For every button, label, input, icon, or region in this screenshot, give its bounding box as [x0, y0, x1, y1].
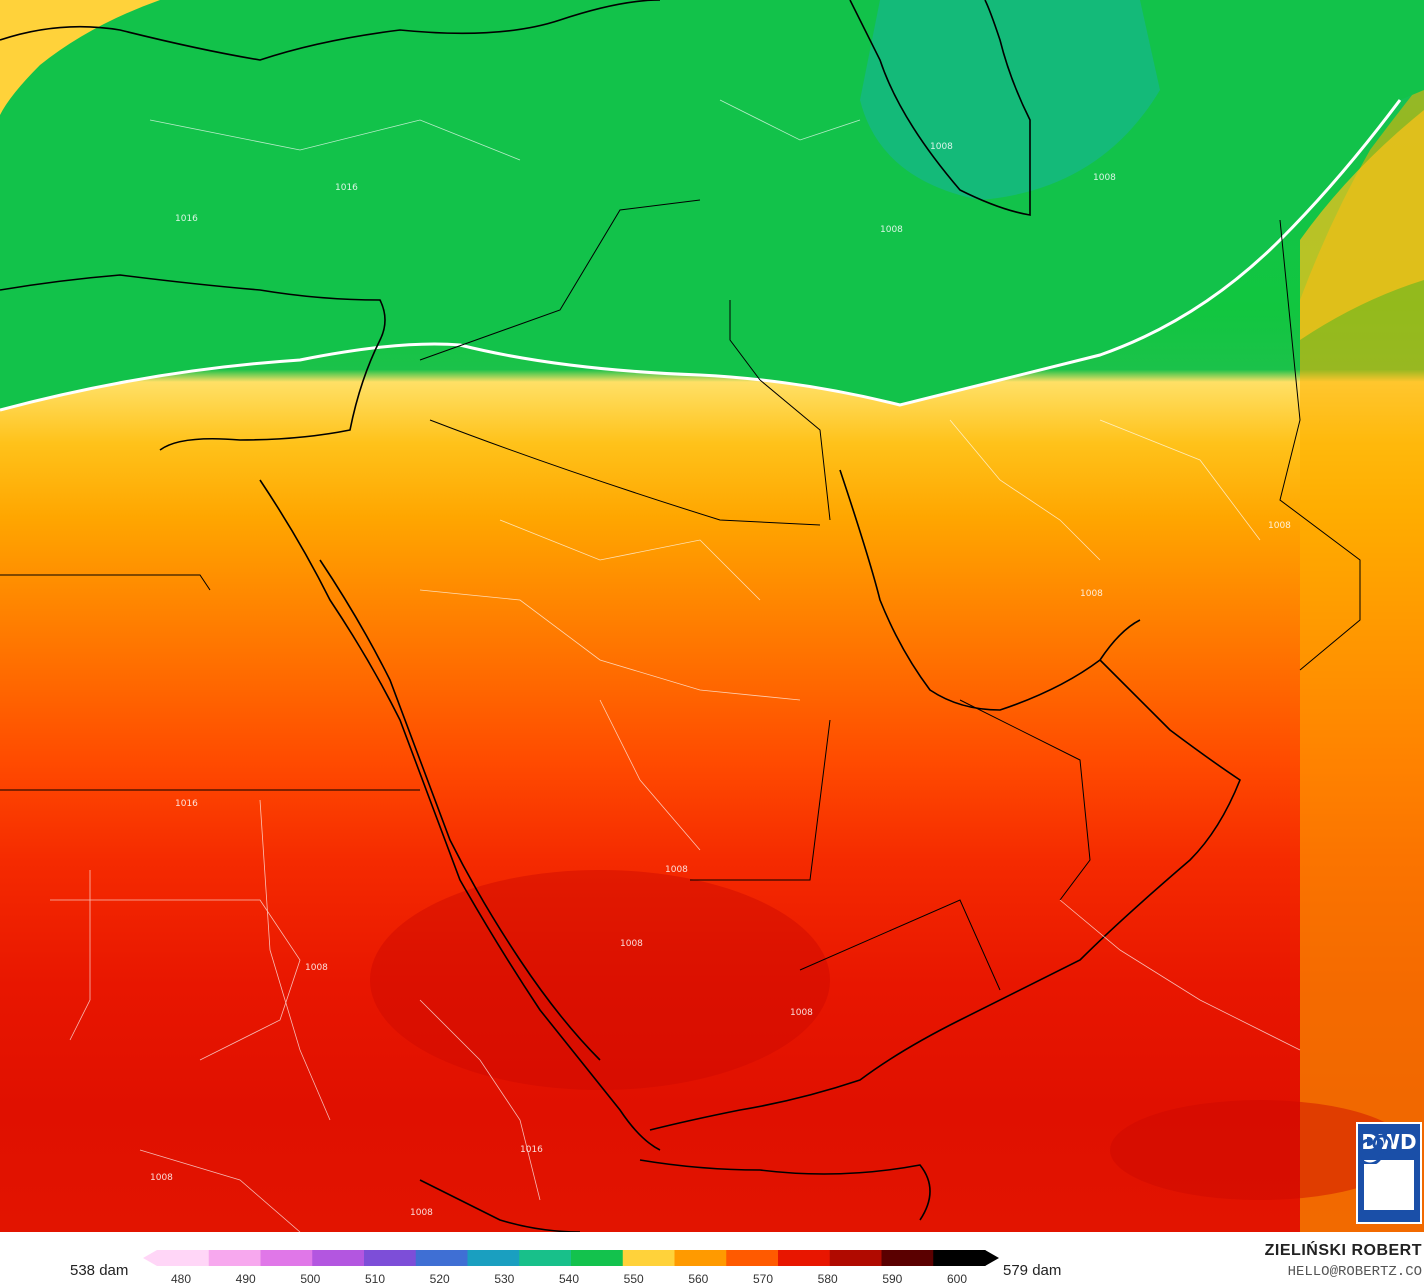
isobar-label: 1008: [410, 1208, 433, 1218]
isobar-label: 1008: [620, 939, 643, 949]
isobar-label: 1008: [665, 865, 688, 875]
isobar-label: 1008: [930, 142, 953, 152]
borders: [0, 199, 1361, 991]
colorbar-tick-label: 520: [429, 1272, 450, 1286]
isobar-label: 1008: [1093, 173, 1116, 183]
isobar-label: 1008: [1080, 589, 1103, 599]
colorbar-cell: [208, 1250, 261, 1266]
colorbar-cell: [157, 1250, 210, 1266]
colorbar-tick-label: 530: [494, 1272, 515, 1286]
admin-borders: [50, 99, 1301, 1232]
colorbar-tick-label: 540: [558, 1272, 580, 1286]
warm-band-ne: [1300, 110, 1424, 340]
colorbar-cell: [364, 1250, 417, 1266]
colorbar-tick-label: 570: [752, 1272, 774, 1286]
isobar-label: 1008: [1268, 521, 1291, 531]
colorbar-tick-label: 560: [688, 1272, 709, 1286]
legend-bar: 538 dam 480 490 500 510 520 530 540 550 560 570 58…: [0, 1232, 1424, 1287]
legend-min-label: 538 dam: [70, 1262, 129, 1279]
isobar-label: 1016: [335, 183, 358, 193]
isobar-label: 1008: [880, 225, 903, 235]
swirl-icon: [1358, 1134, 1414, 1210]
colorbar-tick-label: 490: [235, 1272, 256, 1286]
author-email: HELLO@ROBERTZ.CO: [1287, 1264, 1422, 1280]
colorbar-cell: [622, 1250, 675, 1266]
warm-region-corner: [0, 0, 160, 115]
legend-max-label: 579 dam: [1003, 1262, 1062, 1279]
hot-core-yemen: [370, 870, 830, 1090]
colorbar-max-arrow: [985, 1250, 999, 1266]
colorbar-tick-label: 600: [946, 1272, 968, 1286]
cool-region: [0, 0, 1424, 410]
isobar-label: 1008: [790, 1008, 813, 1018]
colorbar-cell: [312, 1250, 365, 1266]
colorbar-cell: [415, 1250, 468, 1266]
isobar-labels: 1008 1008 1008 1016 1016 1008 1008 1008 …: [150, 142, 1291, 1218]
colorbar-cell: [829, 1250, 882, 1266]
author-credit: ZIELIŃSKI ROBERT: [1264, 1242, 1422, 1259]
colorbar-cell: [778, 1250, 831, 1266]
colorbar-cell: [933, 1250, 986, 1266]
colorbar: [143, 1250, 999, 1266]
colorbar-tick-label: 580: [817, 1272, 838, 1286]
warm-region-ne: [1300, 80, 1424, 1232]
dwd-logo: DWD: [1356, 1122, 1422, 1224]
contour-552: [0, 99, 1402, 412]
colorbar-min-arrow: [143, 1250, 157, 1266]
isobar-label: 1016: [175, 799, 198, 809]
colorbar-tick-label: 590: [882, 1272, 903, 1286]
colorbar-cell: [726, 1250, 779, 1266]
colorbar-tick-label: 500: [300, 1272, 321, 1286]
weather-map: 1008 1008 1008 1016 1016 1008 1008 1008 …: [0, 0, 1424, 1232]
colorbar-cell: [467, 1250, 520, 1266]
cool-core: [860, 0, 1160, 200]
colorbar-cell: [519, 1250, 572, 1266]
colorbar-cell: [260, 1250, 313, 1266]
colorbar-tick-label: 550: [623, 1272, 644, 1286]
isobar-label: 1016: [520, 1145, 543, 1155]
map-overlay: 1008 1008 1008 1016 1016 1008 1008 1008 …: [0, 0, 1424, 1232]
colorbar-cell: [881, 1250, 934, 1266]
colorbar-cell: [571, 1250, 624, 1266]
colorbar-cell: [674, 1250, 727, 1266]
hot-core-sea: [1110, 1100, 1410, 1200]
colorbar-tick-label: 480: [170, 1272, 192, 1286]
colorbar-tick-label: 510: [364, 1272, 386, 1286]
isobar-label: 1008: [305, 963, 328, 973]
isobar-label: 1008: [150, 1173, 173, 1183]
isobar-label: 1016: [175, 214, 198, 224]
coastlines: [0, 0, 1241, 1232]
